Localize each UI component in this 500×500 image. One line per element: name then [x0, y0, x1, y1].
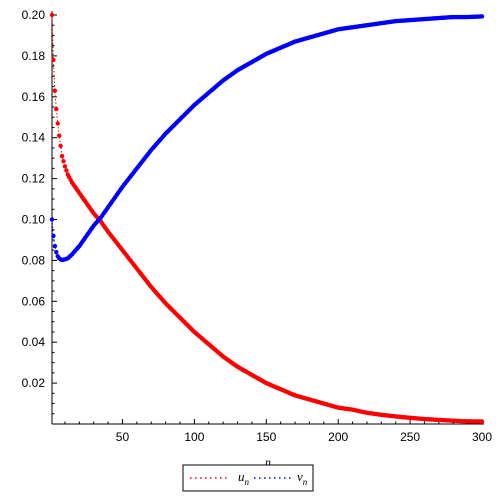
data-point	[56, 133, 62, 138]
x-axis-label: n	[265, 455, 271, 469]
y-tick-label: 0.20	[22, 8, 46, 22]
data-point	[51, 57, 56, 63]
series-layer	[49, 12, 485, 424]
data-point	[51, 233, 56, 239]
x-tick-label: 200	[328, 430, 348, 444]
legend: un vn	[182, 464, 314, 492]
legend-label-u: un	[238, 469, 250, 487]
y-tick-label: 0.08	[22, 253, 46, 267]
legend-label-v: vn	[297, 469, 308, 487]
axes	[51, 11, 484, 425]
y-tick-label: 0.06	[22, 294, 46, 308]
y-tick-label: 0.14	[22, 131, 46, 145]
data-point	[55, 121, 60, 126]
x-tick-label: 300	[472, 430, 492, 444]
data-point	[52, 88, 58, 93]
y-tick-label: 0.16	[22, 90, 46, 104]
series-line	[51, 14, 483, 423]
y-tick-label: 0.12	[22, 172, 46, 186]
data-point	[54, 250, 59, 255]
y-tick-label: 0.18	[22, 49, 46, 63]
x-tick-label: 100	[184, 430, 204, 444]
data-point	[58, 143, 63, 149]
y-tick-label: 0.02	[22, 376, 46, 390]
series-u	[49, 12, 485, 424]
data-point	[49, 217, 55, 222]
y-tick-label: 0.10	[22, 213, 46, 227]
x-tick-label: 50	[116, 430, 130, 444]
data-point	[59, 153, 65, 159]
data-point	[52, 243, 58, 249]
series-v	[49, 14, 485, 263]
y-tick-label: 0.04	[22, 335, 46, 349]
x-tick-label: 250	[400, 430, 420, 444]
data-point	[61, 159, 66, 164]
x-tick-label: 150	[256, 430, 276, 444]
ticks: 50 100 150 200 250 300 0.02 0.04 0.06 0.08 0.10 0.1…	[22, 8, 493, 444]
data-point	[64, 168, 69, 173]
data-point	[54, 106, 59, 112]
legend-box	[182, 464, 314, 492]
data-point	[479, 419, 485, 424]
data-point	[49, 12, 55, 18]
data-point	[479, 14, 485, 19]
data-point	[62, 164, 68, 169]
